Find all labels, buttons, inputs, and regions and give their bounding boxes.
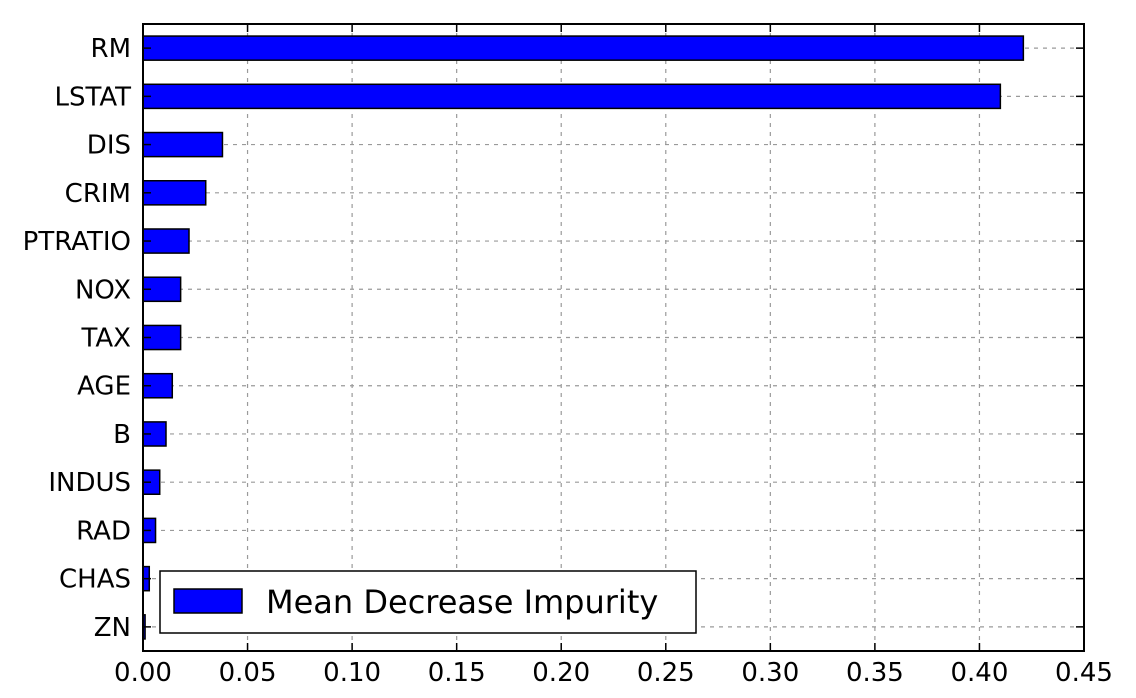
x-tick-label: 0.40 [950, 658, 1008, 688]
bar-lstat [142, 83, 1002, 110]
x-tick-label: 0.10 [323, 658, 381, 688]
x-tick-label: 0.30 [741, 658, 799, 688]
bars [142, 35, 1025, 640]
x-tick-label: 0.35 [846, 658, 904, 688]
x-tick-label: 0.45 [1055, 658, 1113, 688]
legend-swatch [173, 588, 243, 614]
x-tick-label: 0.15 [428, 658, 486, 688]
axis-ticks [142, 24, 1085, 651]
y-tick-label: INDUS [48, 468, 131, 498]
y-tick-label: B [113, 420, 131, 450]
y-tick-label: PTRATIO [23, 227, 131, 257]
y-tick-label: TAX [81, 324, 131, 354]
y-tick-label: RAD [76, 516, 131, 546]
legend: Mean Decrease Impurity [159, 570, 697, 634]
grid-lines [143, 24, 1084, 651]
bar-crim [142, 180, 207, 206]
y-tick-label: CRIM [65, 179, 131, 209]
y-tick-label: CHAS [59, 565, 131, 595]
bar-rm [142, 35, 1025, 61]
y-tick-label: ZN [94, 613, 131, 643]
x-axis-labels: 0.00 0.05 0.10 0.15 0.20 0.25 0.30 0.35 0.40 0.45 [114, 658, 1113, 688]
y-tick-label: AGE [77, 372, 131, 402]
x-tick-label: 0.20 [532, 658, 590, 688]
bar-dis [142, 131, 224, 158]
y-tick-label: NOX [75, 275, 131, 305]
y-axis-labels: RM LSTAT DIS CRIM PTRATIO NOX TAX AGE B INDUS RAD C… [23, 34, 131, 643]
x-tick-label: 0.00 [114, 658, 172, 688]
x-tick-label: 0.25 [637, 658, 695, 688]
legend-label: Mean Decrease Impurity [266, 583, 658, 621]
y-tick-label: DIS [87, 131, 131, 161]
legend-box [159, 570, 697, 634]
y-tick-label: RM [91, 34, 132, 64]
x-tick-label: 0.05 [219, 658, 277, 688]
y-tick-label: LSTAT [54, 82, 131, 112]
